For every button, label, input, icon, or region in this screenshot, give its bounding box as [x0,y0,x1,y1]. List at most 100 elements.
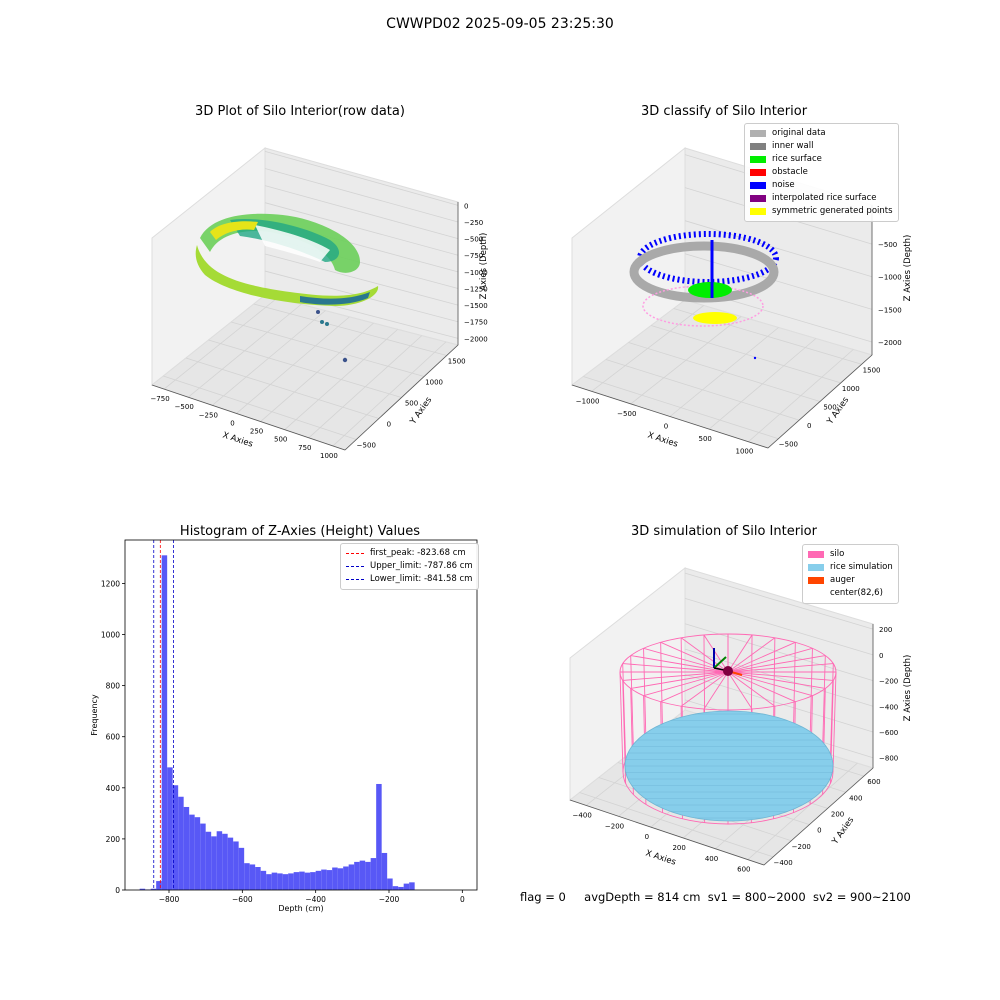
histogram-bars [139,555,415,890]
legend-entry: auger [808,574,893,587]
silo-roof-line [643,671,729,697]
x-tick-label: 0 [664,423,668,431]
silo-roof-line [630,671,729,689]
silo-wire-line [630,655,634,750]
x-tick-label: −800 [159,895,180,904]
histogram-bar [381,852,388,890]
z-tick-label: −1000 [878,274,902,282]
histogram-bar [392,886,399,890]
z-tick-label: 0 [464,202,468,210]
panel4-title: 3D simulation of Silo Interior [631,524,817,539]
x-tick-label: 1000 [320,452,338,460]
y-tick-label: 1000 [842,385,860,393]
x-tick-label: −750 [150,395,169,403]
silo-roof-line [727,671,813,697]
legend-label: auger [830,575,855,585]
legend-swatch [750,208,766,215]
histogram-bar [409,882,415,890]
panel1-outlier-point [342,357,348,363]
z-tick-label: −500 [878,241,897,249]
y-tick-label: 0 [115,886,120,895]
panel2-x-axis-label: X Axies [646,430,679,449]
legend-entry: rice simulation [808,561,893,574]
histogram-y-axis-label: Frequency [90,694,99,736]
histogram-bar [282,874,289,890]
auger-axis-x [713,667,725,671]
histogram-frame [124,539,478,891]
histogram-bar [227,837,234,890]
legend-entry: Lower_limit: -841.58 cm [346,573,473,586]
histogram-bar [194,817,201,890]
histogram-y-ticks: 0 200 400 600 800 1000 1200 [101,579,125,895]
histogram-bar [189,814,195,890]
x-tick-label: 1000 [735,448,753,456]
histogram-bar [288,873,294,890]
legend-label: symmetric generated points [772,206,893,216]
histogram-bar [172,785,179,890]
legend-label: Upper_limit: -787.86 cm [370,561,473,571]
auger-center [723,666,733,676]
z-tick-label: −200 [879,678,898,686]
histogram-bar [304,872,311,890]
histogram-bar [376,783,382,890]
silo-roof-line [727,671,753,710]
y-tick-label: 1000 [425,379,443,387]
z-tick-label: −800 [879,755,898,763]
histogram-bar [370,858,377,890]
histogram-bar [398,886,404,890]
legend-swatch [808,551,824,558]
silo-roof-line [622,671,729,681]
silo-wire-line [829,663,834,761]
histogram-bar [326,870,333,890]
silo-wire-line [822,655,826,750]
histogram-x-axis-label: Depth (cm) [278,904,323,913]
silo-roof-line [630,655,729,673]
panel2-point-cloud [629,231,779,360]
panel2-title: 3D classify of Silo Interior [640,104,808,119]
panel4-3d-axes: −400−2000200400600−400−20002004006002000… [568,566,913,874]
legend-entry: Upper_limit: -787.86 cm [346,560,473,573]
x-tick-label: −200 [379,895,400,904]
z-tick-label: −2000 [878,339,902,347]
y-tick-label: 1200 [101,579,120,588]
legend-label: silo [830,549,845,559]
x-tick-label: 250 [250,428,263,436]
x-tick-label: −400 [573,811,592,819]
histogram-bar [277,873,283,890]
histogram-bar [161,555,168,890]
histogram-bar [271,872,278,890]
legend-swatch [346,566,364,567]
histogram-bar [387,878,393,890]
y-tick-label: 0 [387,421,391,429]
auger-marker [713,648,743,676]
legend-label: inner wall [772,141,814,151]
y-tick-label: 0 [817,827,821,835]
y-tick-label: 600 [867,778,880,786]
histogram-bar [343,866,349,890]
silo-wire-line [832,671,837,773]
panel1-grid [163,151,459,447]
y-tick-label: 1000 [101,631,120,640]
x-tick-label: −600 [232,895,253,904]
histogram-bar [139,888,146,890]
legend-entry: rice surface [750,153,893,166]
silo-roof-line [727,655,826,673]
legend-swatch [750,195,766,202]
panel4-z-axis-label: Z Axies (Depth) [903,655,913,722]
rice-simulation-mesh [625,713,833,819]
legend-entry: silo [808,548,893,561]
y-tick-label: −400 [773,859,792,867]
histogram-bar [238,847,245,890]
panel2-z-axis-label: Z Axies (Depth) [903,235,913,302]
legend-label: rice surface [772,154,822,164]
silo-roof-line [643,647,729,673]
legend-label: noise [772,180,795,190]
z-tick-label: −1750 [464,319,488,327]
panel4-y-axis-label: Y Axies [830,815,857,847]
histogram-bar [216,831,223,890]
panel1-surface-patch [255,225,330,262]
legend-label: first_peak: -823.68 cm [370,548,466,558]
auger-axis-y [713,656,727,669]
silo-roof-line [727,671,826,689]
x-tick-label: −400 [305,895,326,904]
